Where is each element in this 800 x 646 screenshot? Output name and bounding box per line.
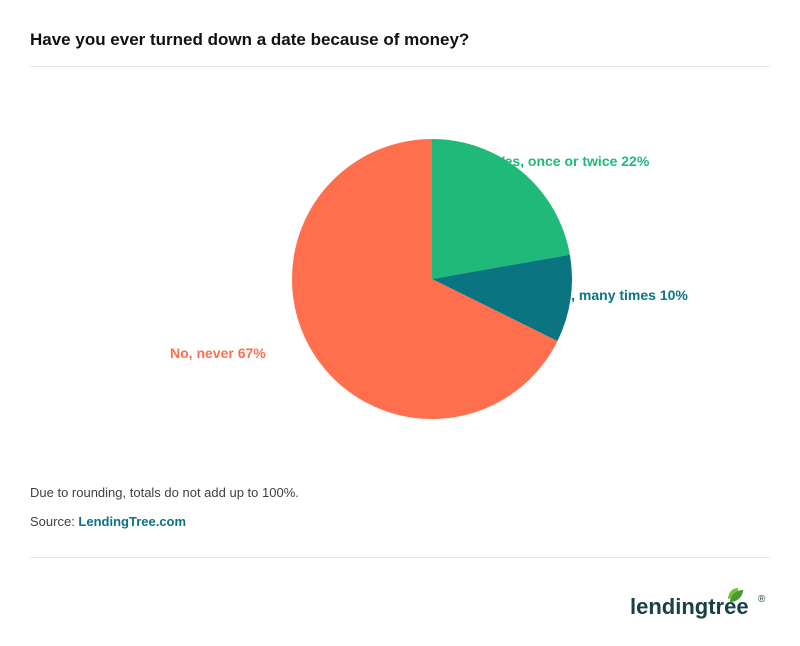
svg-text:®: ® — [758, 594, 766, 605]
chart-title: Have you ever turned down a date because… — [30, 30, 770, 67]
brand-wordmark: lendingtree — [630, 594, 749, 619]
bottom-divider — [30, 557, 770, 558]
chart-area: Yes, once or twice 22% Yes, many times 1… — [30, 75, 770, 465]
source-link[interactable]: LendingTree.com — [78, 514, 186, 529]
brand-logo: lendingtree ® — [630, 584, 770, 624]
source-prefix: Source: — [30, 514, 78, 529]
pie-chart — [292, 139, 572, 419]
slice-label-never: No, never 67% — [170, 345, 266, 361]
source-line: Source: LendingTree.com — [30, 514, 770, 529]
footnote-text: Due to rounding, totals do not add up to… — [30, 485, 770, 500]
slice-label-many-times: Yes, many times 10% — [547, 287, 688, 303]
slice-label-once-or-twice: Yes, once or twice 22% — [496, 153, 649, 169]
